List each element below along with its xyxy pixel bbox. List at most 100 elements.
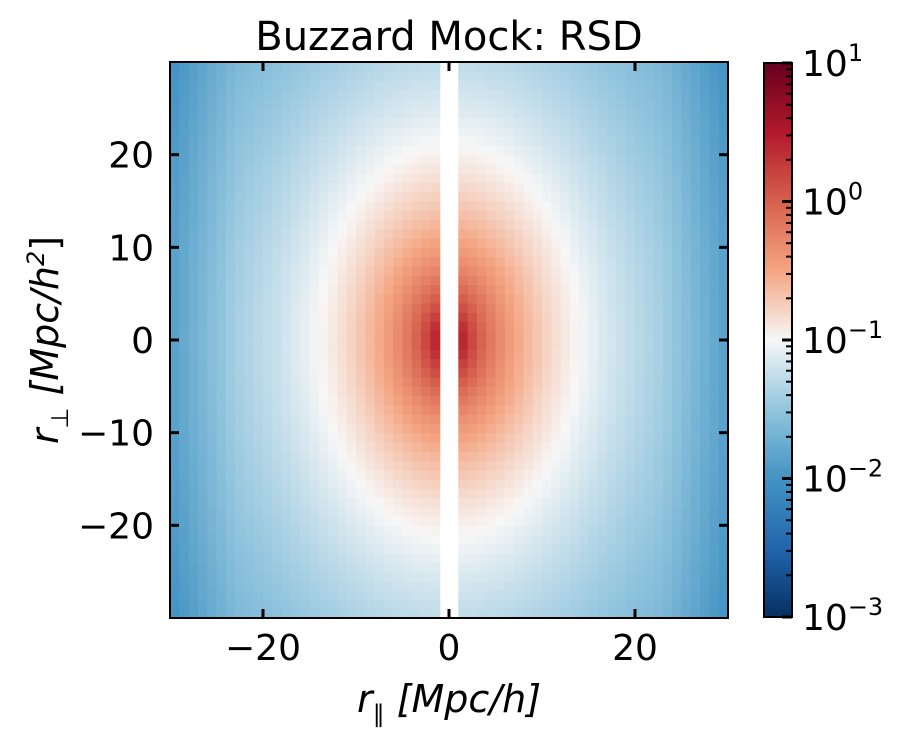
heatmap-cell bbox=[607, 302, 617, 313]
heatmap-cell bbox=[309, 358, 320, 369]
heatmap-cell bbox=[197, 432, 208, 443]
heatmap-cell bbox=[644, 580, 655, 591]
heatmap-cell bbox=[532, 173, 543, 184]
heatmap-cell bbox=[597, 358, 608, 369]
heatmap-cell bbox=[216, 377, 227, 387]
heatmap-cell bbox=[690, 525, 701, 536]
heatmap-cell bbox=[560, 525, 571, 536]
heatmap-cell bbox=[356, 432, 366, 443]
heatmap-cell bbox=[328, 182, 338, 193]
heatmap-cell bbox=[597, 432, 608, 443]
heatmap-cell bbox=[300, 302, 311, 313]
heatmap-cell bbox=[383, 321, 394, 332]
heatmap-cell bbox=[365, 136, 376, 146]
heatmap-cell bbox=[588, 479, 599, 489]
heatmap-cell bbox=[300, 404, 311, 415]
heatmap-cell bbox=[421, 80, 431, 91]
heatmap-cell bbox=[170, 497, 180, 508]
heatmap-cell bbox=[625, 99, 636, 109]
heatmap-cell bbox=[365, 599, 376, 610]
heatmap-cell bbox=[197, 126, 208, 137]
heatmap-cell bbox=[486, 284, 497, 295]
heatmap-cell bbox=[374, 312, 385, 323]
heatmap-cell bbox=[207, 302, 218, 313]
heatmap-cell bbox=[532, 71, 543, 82]
heatmap-cell bbox=[495, 62, 506, 72]
heatmap-cell bbox=[393, 284, 404, 295]
heatmap-cell bbox=[374, 238, 385, 248]
heatmap-cell bbox=[625, 432, 636, 443]
heatmap-cell bbox=[290, 126, 301, 137]
heatmap-cell bbox=[402, 117, 413, 128]
heatmap-cell bbox=[318, 210, 329, 221]
heatmap-cell bbox=[542, 108, 552, 119]
heatmap-cell bbox=[356, 247, 366, 258]
heatmap-cell bbox=[718, 302, 729, 313]
heatmap-cell bbox=[430, 562, 441, 573]
heatmap-cell bbox=[672, 460, 683, 471]
heatmap-cell bbox=[421, 302, 431, 313]
heatmap-cell bbox=[709, 145, 720, 156]
heatmap-cell bbox=[551, 349, 562, 360]
heatmap-cell bbox=[281, 80, 292, 91]
heatmap-cell bbox=[374, 562, 385, 573]
heatmap-cell bbox=[411, 256, 422, 267]
heatmap-cell bbox=[244, 497, 255, 508]
heatmap-cell bbox=[263, 228, 273, 239]
heatmap-cell bbox=[253, 367, 264, 378]
heatmap-cell bbox=[551, 173, 562, 184]
heatmap-cell bbox=[216, 275, 227, 285]
heatmap-cell bbox=[374, 404, 385, 415]
heatmap-cell bbox=[653, 469, 664, 480]
heatmap-cell bbox=[253, 534, 264, 545]
heatmap-cell bbox=[560, 423, 571, 434]
heatmap-cell bbox=[486, 126, 497, 137]
heatmap-cell bbox=[244, 163, 255, 174]
heatmap-cell bbox=[681, 126, 692, 137]
heatmap-cell bbox=[681, 488, 692, 499]
heatmap-cell bbox=[281, 117, 292, 128]
heatmap-cell bbox=[532, 302, 543, 313]
heatmap-cell bbox=[700, 71, 710, 82]
heatmap-cell bbox=[653, 265, 664, 276]
heatmap-cell bbox=[216, 136, 227, 146]
heatmap-cell bbox=[588, 173, 599, 184]
heatmap-cell bbox=[644, 163, 655, 174]
heatmap-cell bbox=[402, 136, 413, 146]
heatmap-cell bbox=[393, 367, 404, 378]
heatmap-cell bbox=[346, 488, 357, 499]
heatmap-cell bbox=[207, 525, 218, 536]
heatmap-cell bbox=[281, 312, 292, 323]
heatmap-cell bbox=[588, 580, 599, 591]
heatmap-cell bbox=[244, 275, 255, 285]
heatmap-cell bbox=[290, 210, 301, 221]
heatmap-cell bbox=[709, 395, 720, 406]
heatmap-cell bbox=[272, 154, 283, 165]
heatmap-cell bbox=[718, 386, 729, 397]
heatmap-cell bbox=[607, 312, 617, 323]
heatmap-cell bbox=[281, 108, 292, 119]
heatmap-cell bbox=[523, 506, 534, 517]
heatmap-cell bbox=[318, 62, 329, 72]
heatmap-cell bbox=[616, 525, 627, 536]
heatmap-cell bbox=[551, 599, 562, 610]
heatmap-cell bbox=[188, 99, 199, 109]
heatmap-cell bbox=[662, 497, 673, 508]
heatmap-cell bbox=[476, 395, 487, 406]
heatmap-cell bbox=[328, 441, 338, 452]
heatmap-cell bbox=[300, 377, 311, 387]
heatmap-cell bbox=[551, 117, 562, 128]
heatmap-cell bbox=[476, 108, 487, 119]
heatmap-cell bbox=[476, 284, 487, 295]
heatmap-cell bbox=[514, 284, 524, 295]
heatmap-cell bbox=[235, 404, 245, 415]
heatmap-cell bbox=[244, 553, 255, 563]
heatmap-cell bbox=[337, 562, 348, 573]
heatmap-cell bbox=[318, 228, 329, 239]
heatmap-cell bbox=[569, 108, 580, 119]
heatmap-cell bbox=[579, 386, 590, 397]
heatmap-cell bbox=[365, 284, 376, 295]
heatmap-cell bbox=[281, 497, 292, 508]
heatmap-cell bbox=[318, 580, 329, 591]
heatmap-cell bbox=[672, 136, 683, 146]
